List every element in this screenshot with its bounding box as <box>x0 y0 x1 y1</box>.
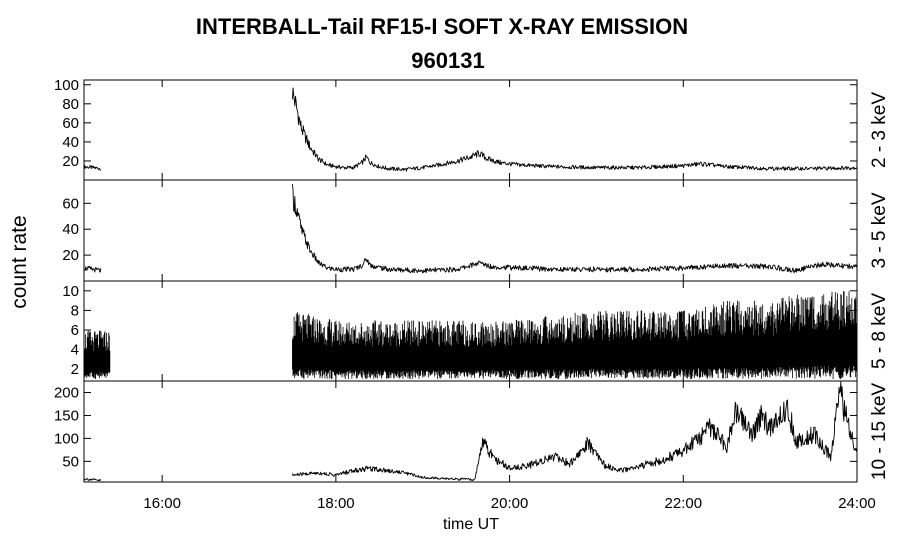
panel-1-ytick-label-3: 60 <box>62 115 79 132</box>
x-axis: 16:00 18:00 20:00 22:00 24:00 <box>143 495 875 512</box>
x-tick-label-2: 18:00 <box>317 495 355 512</box>
panel-3-label: 5 - 8 keV <box>869 293 890 369</box>
panel-2-series-1 <box>84 265 102 273</box>
panel-4-series-2 <box>292 381 857 482</box>
x-tick-label-5: 24:00 <box>838 495 876 512</box>
panel-3-series-1 <box>84 330 111 380</box>
x-axis-label: time UT <box>443 516 499 533</box>
panel-2-ytick-label-1: 20 <box>62 247 79 264</box>
panel-3-ytick-label-1: 2 <box>71 361 79 378</box>
panel-1-ytick-label-5: 100 <box>54 77 79 94</box>
panel-2-label: 3 - 5 keV <box>869 192 890 268</box>
panel-4-ytick-label-1: 50 <box>62 453 79 470</box>
panel-1-series-2 <box>292 87 857 172</box>
panel-2-data <box>84 184 857 274</box>
panel-1-ytick-label-1: 20 <box>62 153 79 170</box>
panel-3-ytick-label-3: 6 <box>71 322 79 339</box>
x-tick-label-4: 22:00 <box>665 495 703 512</box>
chart-subtitle: 960131 <box>411 48 484 73</box>
panel-4-series-1 <box>84 478 102 482</box>
panel-1-data <box>84 87 857 172</box>
panel-2-ytick-label-3: 60 <box>62 195 79 212</box>
panel-4-ytick-label-3: 150 <box>54 407 79 424</box>
chart-title: INTERBALL-Tail RF15-I SOFT X-RAY EMISSIO… <box>196 14 688 39</box>
chart-panels: 20 40 60 80 100 2 - 3 keV 20 40 60 3 - 5 keV 2 4 6 8 1… <box>54 77 890 483</box>
panel-1-ytick-label-4: 80 <box>62 96 79 113</box>
panel-3-ytick-label-4: 8 <box>71 302 79 319</box>
panel-2-ytick-label-2: 40 <box>62 221 79 238</box>
panel-4-frame <box>83 380 858 483</box>
panel-3-ytick-label-2: 4 <box>71 342 79 359</box>
panel-3-data <box>84 291 857 380</box>
panel-4-ytick-label-4: 200 <box>54 384 79 401</box>
panel-1-frame <box>83 79 858 181</box>
panel-2: 20 40 60 3 - 5 keV <box>62 179 890 282</box>
panel-3: 2 4 6 8 10 5 - 8 keV <box>62 280 890 382</box>
x-tick-label-3: 20:00 <box>491 495 529 512</box>
panel-4-label: 10 - 15 keV <box>869 383 890 480</box>
panel-1-ytick-label-2: 40 <box>62 134 79 151</box>
panel-1: 20 40 60 80 100 2 - 3 keV <box>54 77 890 181</box>
panel-2-series-2 <box>292 184 857 274</box>
panel-1-series-1 <box>84 164 102 171</box>
y-axis-label: count rate <box>8 215 31 308</box>
panel-3-ytick-label-5: 10 <box>62 283 79 300</box>
panel-4-data <box>84 381 857 482</box>
panel-1-label: 2 - 3 keV <box>869 92 890 168</box>
x-tick-label-1: 16:00 <box>143 495 181 512</box>
panel-4-ytick-label-2: 100 <box>54 430 79 447</box>
panel-3-series-2 <box>292 291 857 380</box>
panel-4: 50 100 150 200 10 - 15 keV <box>54 380 890 483</box>
